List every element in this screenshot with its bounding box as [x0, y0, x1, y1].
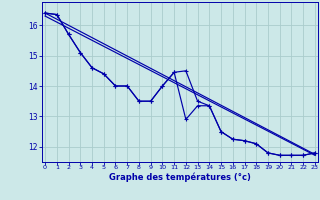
X-axis label: Graphe des températures (°c): Graphe des températures (°c)	[109, 173, 251, 182]
